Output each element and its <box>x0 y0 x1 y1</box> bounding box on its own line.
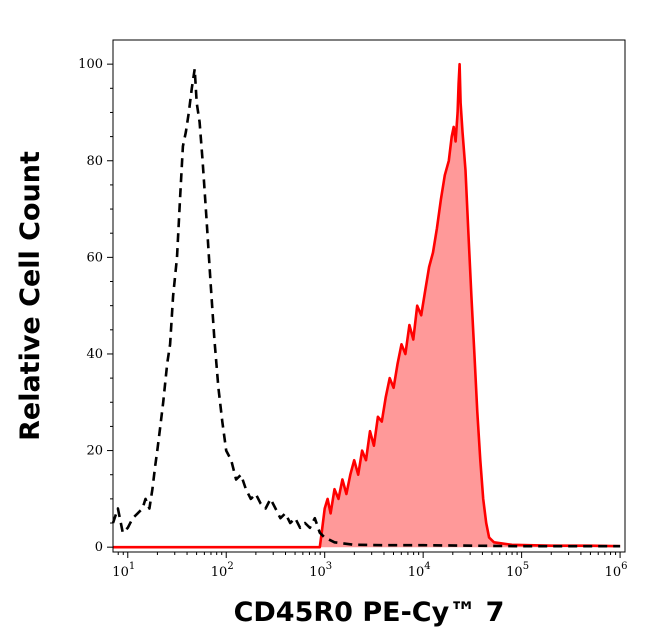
x-tick-base: 10 <box>408 565 425 580</box>
x-tick-exponent: 1 <box>129 561 135 572</box>
x-tick-base: 10 <box>506 565 523 580</box>
x-tick-base: 10 <box>211 565 228 580</box>
x-tick-base: 10 <box>112 565 129 580</box>
y-tick-label-80: 80 <box>86 154 103 169</box>
y-tick-label-40: 40 <box>86 347 103 362</box>
x-tick-label: 103 <box>309 561 332 580</box>
x-tick-exponent: 3 <box>326 561 332 572</box>
x-tick-exponent: 6 <box>621 561 627 572</box>
x-tick-label: 104 <box>408 561 431 580</box>
y-axis-title: Relative Cell Count <box>15 151 46 441</box>
y-tick-label-0: 0 <box>95 540 103 555</box>
series-line-control <box>111 67 621 548</box>
x-tick-base: 10 <box>605 565 622 580</box>
y-tick-label-20: 20 <box>86 444 103 459</box>
series-layer <box>111 62 621 549</box>
x-tick-label: 101 <box>112 561 135 580</box>
x-tick-label: 105 <box>506 561 529 580</box>
x-tick-label: 106 <box>605 561 628 580</box>
plot-frame <box>112 39 626 553</box>
x-axis-title: CD45R0 PE-Cy™ 7 <box>234 597 505 628</box>
x-tick-label: 102 <box>211 561 234 580</box>
x-tick-base: 10 <box>309 565 326 580</box>
x-tick-exponent: 4 <box>424 561 430 572</box>
y-tick-label-100: 100 <box>78 57 103 72</box>
series-line-stained <box>113 62 621 549</box>
x-tick-exponent: 5 <box>523 561 529 572</box>
y-tick-label-60: 60 <box>86 250 103 265</box>
x-tick-exponent: 2 <box>227 561 233 572</box>
